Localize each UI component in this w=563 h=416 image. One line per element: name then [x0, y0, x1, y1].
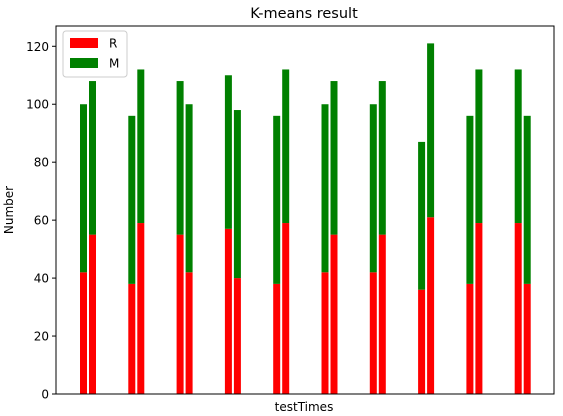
bar-R-20	[523, 283, 531, 394]
y-tick-label: 80	[34, 156, 49, 170]
bar-M-13	[369, 104, 377, 273]
bar-R-4	[137, 223, 145, 394]
bar-M-12	[330, 81, 338, 235]
bars-layer	[80, 43, 531, 394]
bar-R-12	[330, 234, 338, 394]
bar-M-6	[185, 104, 193, 273]
bar-M-4	[137, 69, 145, 224]
y-tick-label: 0	[41, 388, 49, 402]
y-axis: 0 20 40 60 80 100 120	[26, 40, 56, 402]
bar-M-11	[321, 104, 329, 273]
legend-label-R: R	[109, 37, 117, 51]
y-tick-label: 60	[34, 214, 49, 228]
bar-M-7	[224, 75, 232, 229]
bar-M-1	[80, 104, 87, 273]
bar-M-9	[273, 115, 281, 284]
bar-R-14	[378, 234, 386, 394]
bar-M-2	[89, 81, 96, 235]
chart-title: K-means result	[250, 6, 358, 22]
bar-R-18	[475, 223, 483, 394]
bar-R-2	[89, 234, 96, 394]
bar-M-3	[128, 115, 136, 284]
bar-R-1	[80, 272, 87, 394]
x-axis-label: testTimes	[275, 400, 334, 414]
y-tick-label: 120	[26, 40, 49, 54]
bar-M-10	[282, 69, 290, 224]
bar-M-8	[233, 110, 241, 279]
legend-swatch-M	[70, 58, 98, 68]
bar-R-16	[427, 217, 435, 394]
bar-R-8	[233, 278, 241, 394]
bar-R-7	[224, 228, 232, 394]
bar-R-6	[185, 272, 193, 394]
plot-frame	[55, 25, 555, 395]
legend-swatch-R	[70, 38, 98, 48]
bar-R-3	[128, 283, 136, 394]
bar-R-13	[369, 272, 377, 394]
legend: RM	[62, 30, 128, 78]
bar-M-20	[523, 115, 531, 284]
y-tick-label: 100	[26, 98, 49, 112]
y-tick-label: 20	[34, 330, 49, 344]
y-tick-label: 40	[34, 272, 49, 286]
bar-R-17	[466, 283, 474, 394]
bar-M-16	[427, 43, 435, 218]
bar-M-17	[466, 115, 474, 284]
bar-R-19	[514, 223, 522, 394]
bar-M-5	[176, 81, 184, 235]
bar-M-15	[418, 141, 426, 290]
legend-label-M: M	[109, 57, 119, 71]
y-axis-label: Number	[2, 186, 16, 234]
bar-R-9	[273, 283, 281, 394]
bar-M-14	[378, 81, 386, 235]
bar-M-19	[514, 69, 522, 224]
bar-M-18	[475, 69, 483, 224]
bar-R-15	[418, 289, 426, 394]
bar-R-10	[282, 223, 290, 394]
bar-R-5	[176, 234, 184, 394]
bar-R-11	[321, 272, 329, 394]
